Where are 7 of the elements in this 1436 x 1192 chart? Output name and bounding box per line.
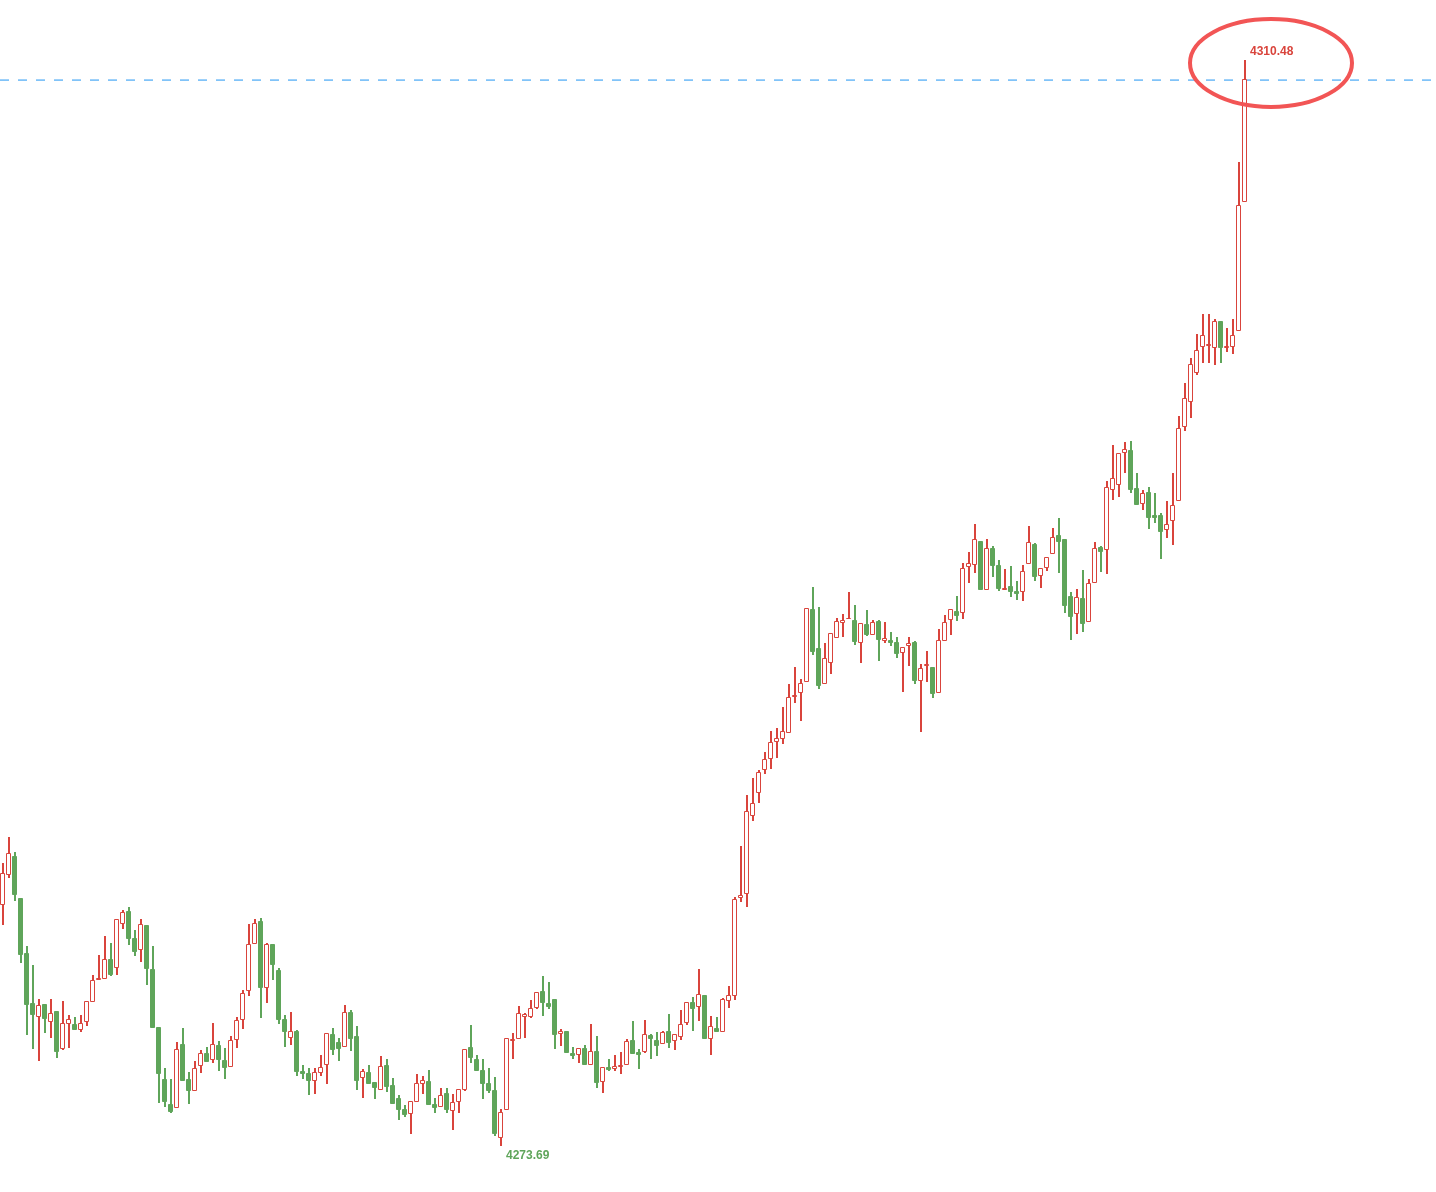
candlestick <box>792 667 797 703</box>
candlestick <box>1002 569 1007 590</box>
candlestick <box>738 846 743 902</box>
candlestick <box>906 637 911 666</box>
candlestick <box>924 651 929 682</box>
text: 4273.69 <box>506 1148 550 1162</box>
text: 4310.48 <box>1250 44 1294 58</box>
